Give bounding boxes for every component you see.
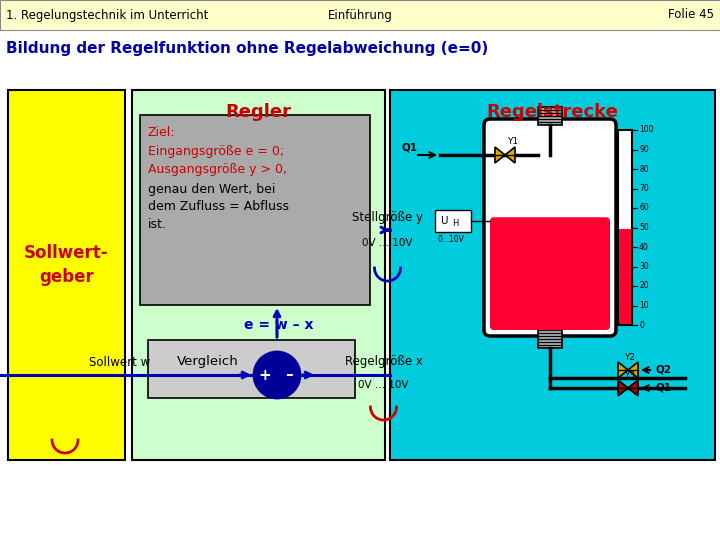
Text: Folie 45: Folie 45: [668, 9, 714, 22]
Text: H: H: [452, 219, 459, 228]
Text: ist.: ist.: [148, 219, 167, 232]
Text: U: U: [440, 216, 448, 226]
Text: 0: 0: [639, 321, 644, 329]
Bar: [0, 55, 720, 540]
Text: 0V ... 10V: 0V ... 10V: [359, 380, 409, 390]
Text: e = w – x: e = w – x: [244, 318, 313, 332]
Bar: [538, 107, 562, 125]
Text: +: +: [258, 368, 271, 382]
Bar: [390, 90, 715, 460]
Text: Vergleich: Vergleich: [177, 355, 239, 368]
Text: Y1: Y1: [507, 138, 518, 146]
Text: Y3: Y3: [624, 370, 635, 380]
Text: 80: 80: [639, 165, 649, 173]
Text: 30: 30: [639, 262, 649, 271]
Text: 100: 100: [639, 125, 654, 134]
Text: Regelstrecke: Regelstrecke: [487, 103, 618, 121]
Text: 90: 90: [639, 145, 649, 154]
Text: 40: 40: [639, 242, 649, 252]
Text: 50: 50: [639, 223, 649, 232]
Text: Bildung der Regelfunktion ohne Regelabweichung (e=0): Bildung der Regelfunktion ohne Regelabwe…: [6, 40, 488, 56]
Polygon shape: [618, 362, 638, 378]
Bar: [538, 330, 562, 348]
FancyBboxPatch shape: [490, 217, 610, 330]
Text: Regelgröße x: Regelgröße x: [345, 355, 423, 368]
Text: 0V ... 10V: 0V ... 10V: [362, 238, 413, 248]
Circle shape: [254, 352, 300, 398]
Text: Q1: Q1: [402, 143, 418, 153]
Text: 20: 20: [639, 281, 649, 291]
Text: 1. Regelungstechnik im Unterricht: 1. Regelungstechnik im Unterricht: [6, 9, 208, 22]
Text: Y2: Y2: [624, 353, 635, 361]
Text: Ausgangsgröße y > 0,: Ausgangsgröße y > 0,: [148, 163, 287, 176]
Text: dem Zufluss = Abfluss: dem Zufluss = Abfluss: [148, 200, 289, 213]
Polygon shape: [618, 380, 638, 396]
Bar: [148, 340, 355, 398]
Text: Regler: Regler: [225, 103, 292, 121]
Bar: [435, 210, 471, 232]
Bar: [140, 115, 370, 305]
Text: 70: 70: [639, 184, 649, 193]
Text: –: –: [285, 368, 293, 382]
Polygon shape: [495, 147, 515, 163]
Text: 10: 10: [639, 301, 649, 310]
Text: 0...10V: 0...10V: [437, 235, 464, 245]
Bar: [132, 90, 385, 460]
Text: Sollwert-
geber: Sollwert- geber: [24, 244, 109, 286]
Text: Sollwert w: Sollwert w: [89, 355, 150, 368]
Bar: [618, 130, 632, 325]
Bar: [0, 0, 720, 30]
Bar: [8, 90, 125, 460]
Text: Ziel:: Ziel:: [148, 126, 176, 139]
Text: Eingangsgröße e = 0;: Eingangsgröße e = 0;: [148, 145, 284, 158]
Text: Einführung: Einführung: [328, 9, 392, 22]
Text: Stellgröße y: Stellgröße y: [352, 212, 423, 225]
Text: genau den Wert, bei: genau den Wert, bei: [148, 183, 275, 195]
Text: Q1: Q1: [655, 383, 671, 393]
Bar: [619, 228, 631, 324]
FancyBboxPatch shape: [484, 119, 616, 336]
Text: 60: 60: [639, 204, 649, 213]
Text: Q2: Q2: [655, 365, 671, 375]
